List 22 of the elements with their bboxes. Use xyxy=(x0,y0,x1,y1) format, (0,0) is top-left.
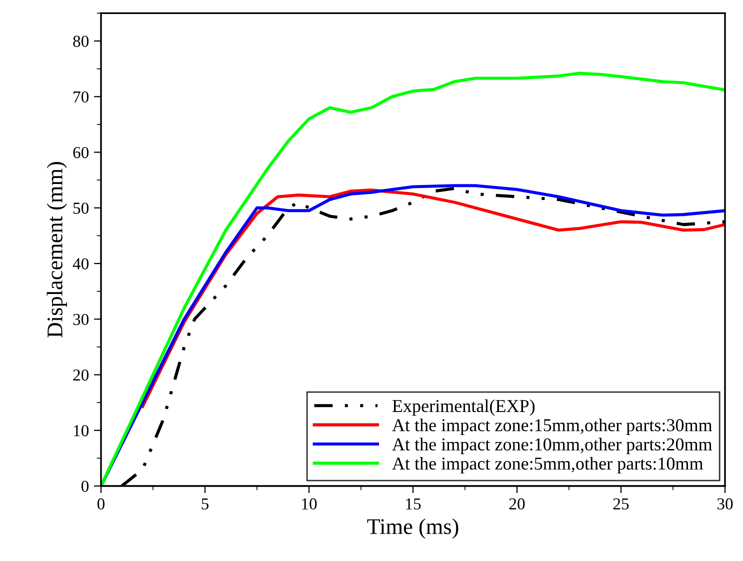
y-tick-label: 50 xyxy=(73,202,89,214)
x-tick-label: 5 xyxy=(202,498,209,510)
x-tick-label: 20 xyxy=(509,498,525,510)
y-tick-label: 0 xyxy=(81,480,89,492)
legend-label: At the impact zone:15mm,other parts:30mm xyxy=(392,418,712,435)
y-tick-label: 80 xyxy=(73,36,89,47)
y-axis-title: Displacement (mm) xyxy=(46,162,67,338)
legend-label: Experimental(EXP) xyxy=(392,399,535,416)
x-axis-title: Time (ms) xyxy=(367,518,458,539)
y-tick-label: 30 xyxy=(73,314,89,326)
y-tick-label: 60 xyxy=(73,146,89,158)
y-tick-label: 40 xyxy=(72,258,89,270)
x-tick-label: 0 xyxy=(97,498,105,510)
legend-label: At the impact zone:5mm,other parts:10mm xyxy=(392,456,704,474)
y-tick-label: 10 xyxy=(74,425,89,436)
x-tick-label: 30 xyxy=(717,498,733,510)
x-tick-label: 15 xyxy=(406,498,421,510)
y-tick-label: 70 xyxy=(74,91,89,103)
x-tick-label: 25 xyxy=(613,498,629,510)
legend-label: At the impact zone:10mm,other parts:20mm xyxy=(392,438,712,454)
x-tick-label: 10 xyxy=(302,498,317,510)
y-tick-label: 20 xyxy=(73,369,89,381)
